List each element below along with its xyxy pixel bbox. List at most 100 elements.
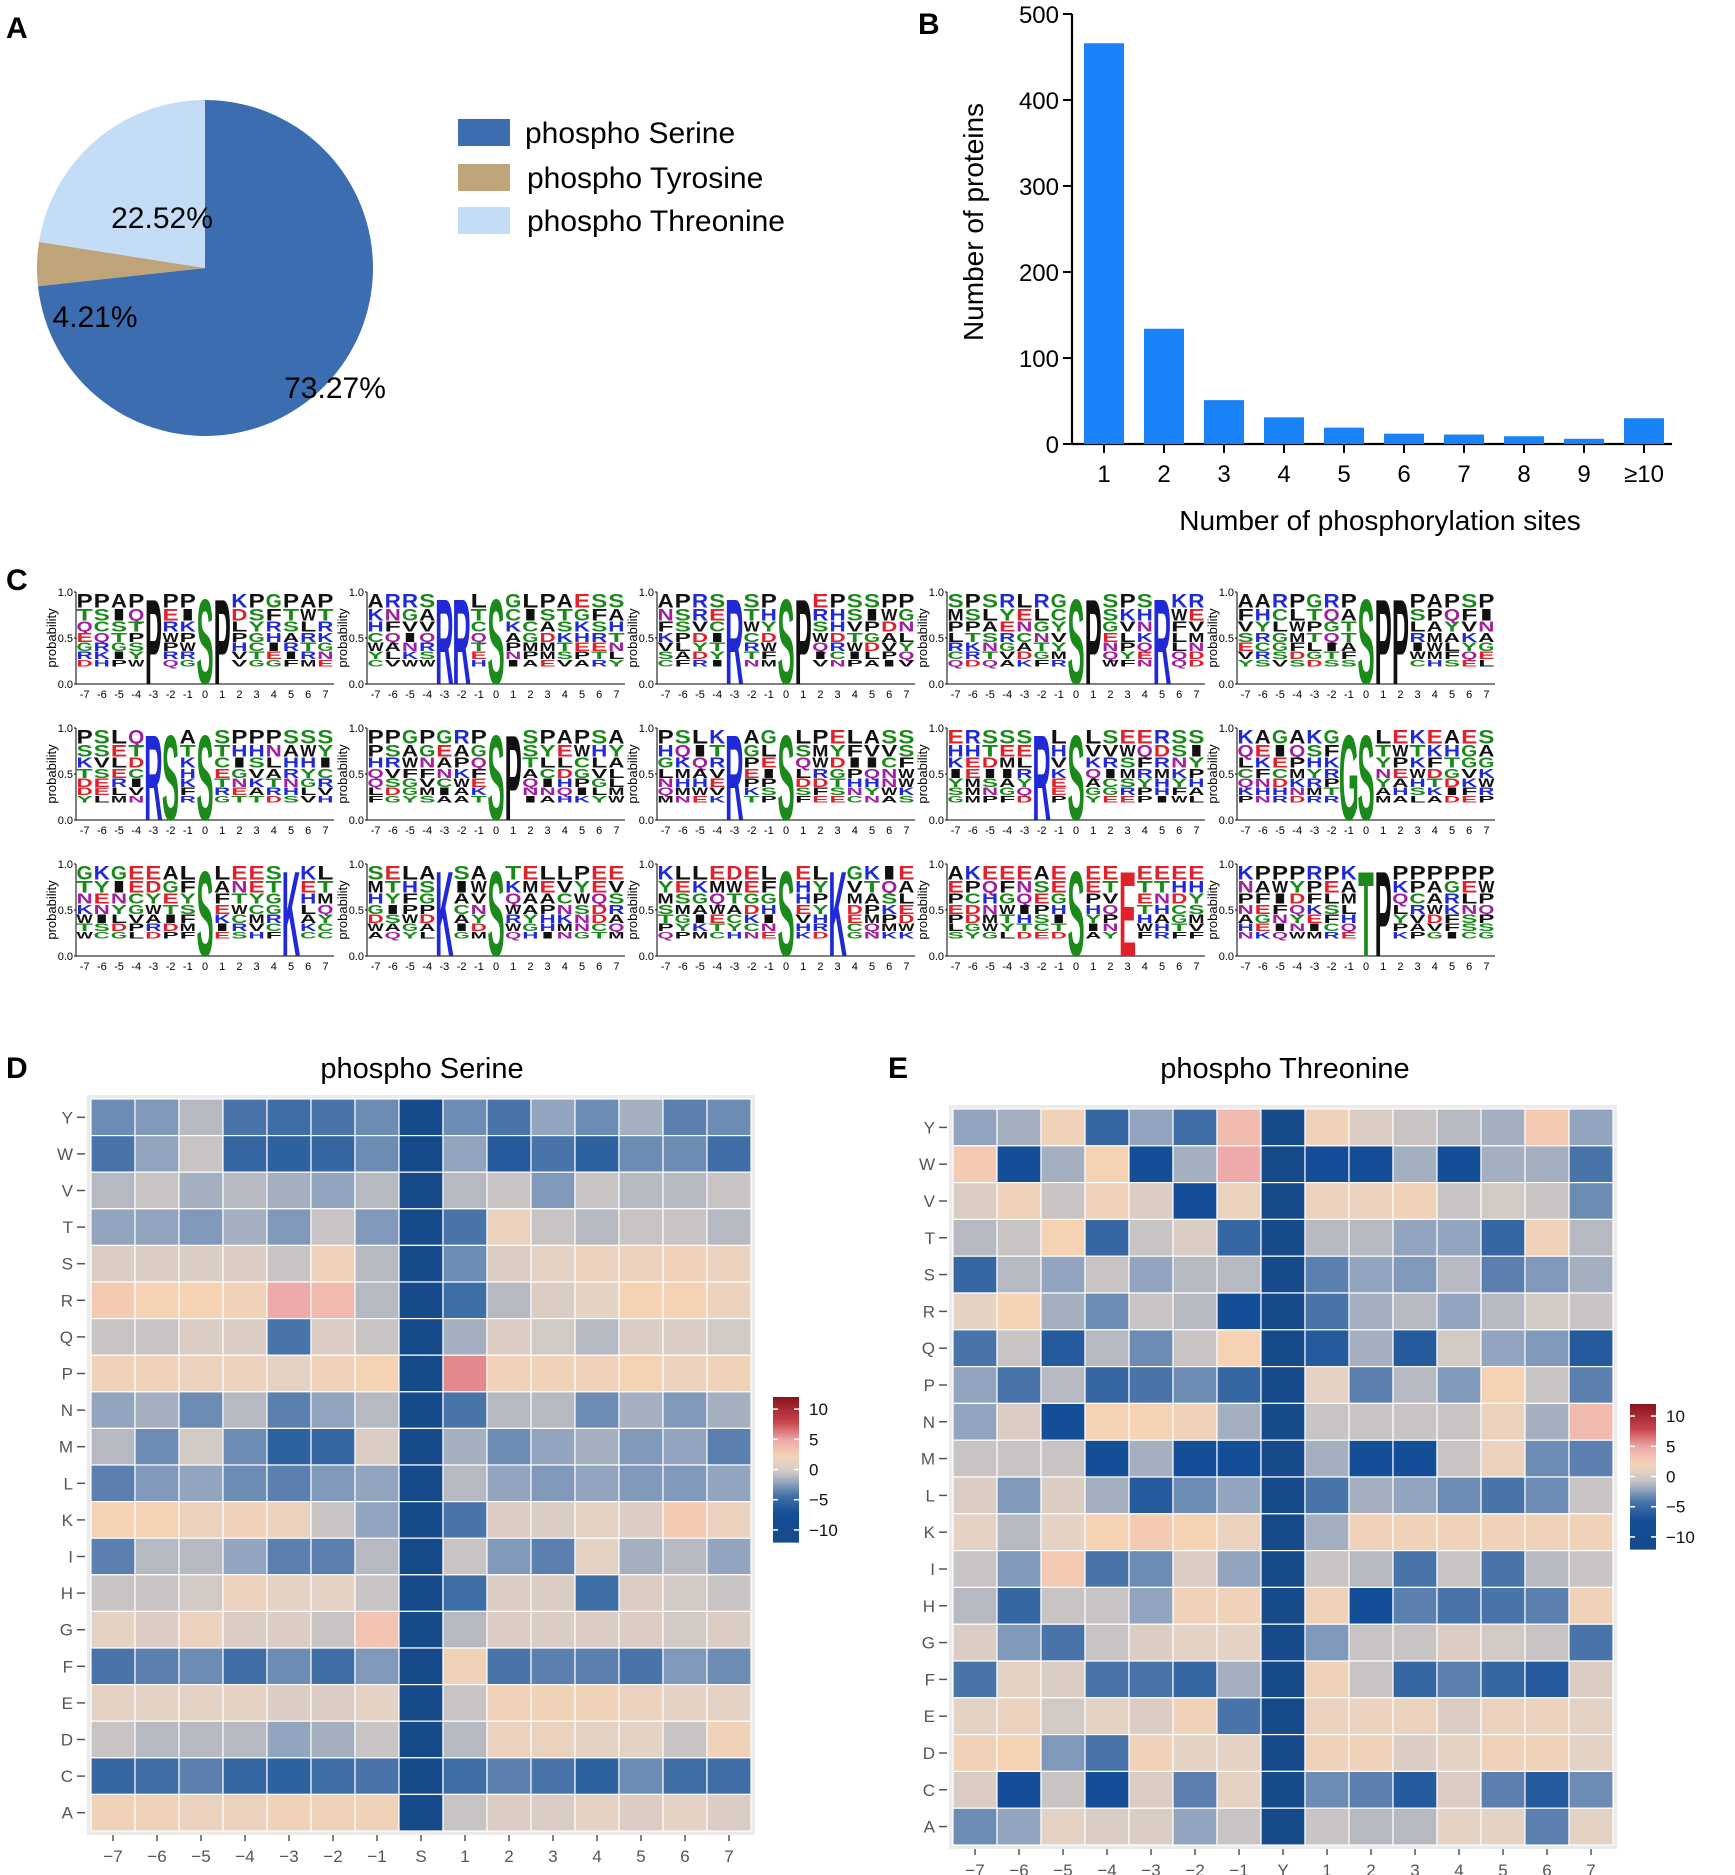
logo-letter: D: [266, 795, 282, 806]
logo-letter: Q: [1444, 606, 1460, 625]
logo-letter: P: [830, 592, 846, 613]
heatmap-cell: [222, 1647, 268, 1686]
heatmap-cell: [442, 1683, 488, 1722]
logo-letter: N: [847, 786, 864, 798]
heatmap-cell: [574, 1317, 620, 1356]
logo-letter: S: [1324, 659, 1340, 670]
logo-letter: Y: [300, 766, 317, 781]
logo-letter: P: [249, 592, 265, 613]
heatmap-cell: [134, 1354, 180, 1393]
heatmap-cell: [1304, 1108, 1350, 1147]
logo-letter: E: [317, 659, 333, 670]
logo-y-tick-label: 0.0: [58, 815, 73, 827]
heatmap-cell: [442, 1281, 488, 1320]
heatmap-cell: [266, 1574, 312, 1613]
sequence-logo-2: probability0.00.51.0-7AKHCWYC-6RNFQALV-5…: [335, 573, 626, 710]
heatmap-cell: [90, 1098, 136, 1137]
logo-letter: A: [658, 592, 674, 613]
logo-letter: A: [540, 620, 556, 636]
logo-letter: S: [196, 709, 213, 846]
logo-letter: T: [608, 630, 624, 645]
heatmap-cell: [706, 1281, 752, 1320]
heatmap-cell: [1480, 1733, 1526, 1772]
heatmap-col-label: 6: [680, 1847, 689, 1866]
logo-letter: S: [1461, 592, 1477, 613]
heatmap-cell: [1172, 1733, 1218, 1772]
logo-letter: G: [402, 776, 418, 790]
logo-letter: C: [574, 756, 590, 772]
heatmap-cell: [530, 1610, 576, 1649]
sequence-logo-5: probability0.00.51.0-7AFVSEVY-6AHYRCRS-5…: [1205, 573, 1495, 710]
heatmap-cell: [1084, 1439, 1130, 1478]
logo-letter: T: [709, 742, 726, 761]
heatmap-cell: [1084, 1549, 1130, 1588]
logo-letter: Q: [1102, 650, 1118, 662]
heatmap-cell: [354, 1647, 400, 1686]
heatmap-cell: [310, 1317, 356, 1356]
logo-letter: W: [812, 756, 829, 772]
logo-letter: K: [557, 630, 574, 645]
heatmap-cell: [1304, 1292, 1350, 1331]
logo-letter: R: [692, 592, 708, 613]
heatmap-cell: [1392, 1733, 1438, 1772]
heatmap-cell: [996, 1733, 1042, 1772]
heatmap-cell: [1128, 1402, 1174, 1441]
logo-y-tick-label: 0.0: [349, 679, 364, 691]
colorbar-tick-label: 5: [1666, 1437, 1675, 1456]
logo-x-tick-label: -4: [1002, 961, 1012, 973]
logo-letter: L: [1120, 630, 1136, 645]
logo-y-tick-label: 1.0: [1219, 587, 1234, 599]
heatmap-col-label: −5: [191, 1847, 210, 1866]
logo-letter: P: [231, 630, 248, 645]
logo-x-tick-label: -3: [440, 689, 450, 701]
logo-x-tick-label: 7: [1193, 961, 1199, 973]
heatmap-cell: [1216, 1586, 1262, 1625]
heatmap-row-label: D: [923, 1744, 935, 1763]
logo-letter: R: [1324, 592, 1340, 613]
logo-letter: T: [266, 776, 284, 790]
logo-x-tick-label: -6: [97, 961, 107, 973]
logo-y-tick-label: 1.0: [639, 859, 654, 871]
logo-letter: R: [266, 786, 283, 798]
logo-letter: S: [982, 630, 999, 645]
heatmap-cell: [1260, 1807, 1306, 1846]
heatmap-cell: [90, 1757, 136, 1796]
logo-letter: Q: [419, 630, 435, 645]
heatmap-cell: [1260, 1733, 1306, 1772]
logo-letter: N: [744, 931, 760, 942]
logo-x-tick-label: -6: [968, 961, 978, 973]
logo-letter: N: [1255, 795, 1271, 806]
heatmap-cell: [1128, 1476, 1174, 1515]
logo-letter: Q: [1171, 659, 1188, 670]
logo-letter: D: [1051, 931, 1067, 942]
logo-letter: C: [214, 756, 230, 772]
heatmap-cell: [706, 1500, 752, 1539]
logo-letter: L: [675, 640, 691, 654]
logo-letter: K: [454, 766, 471, 781]
logo-letter: A: [864, 728, 880, 749]
heatmap-cell: [1568, 1660, 1614, 1699]
logo-letter: F: [812, 786, 829, 798]
heatmap-cell: [952, 1402, 998, 1441]
heatmap-cell: [1524, 1660, 1570, 1699]
heatmap-cell: [486, 1354, 532, 1393]
logo-letter: L: [948, 630, 964, 645]
heatmap-cell: [996, 1329, 1042, 1368]
logo-letter: H: [266, 630, 282, 645]
logo-letter: N: [658, 776, 674, 790]
logo-letter: Q: [1324, 606, 1340, 625]
heatmap-cell: [266, 1537, 312, 1576]
heatmap-cell: [1260, 1255, 1306, 1294]
logo-letter: S: [982, 728, 998, 749]
heatmap-cell: [1348, 1770, 1394, 1809]
logo-letter: W: [1289, 620, 1306, 636]
logo-letter: A: [1392, 795, 1408, 806]
logo-letter: M: [812, 742, 828, 761]
logo-letter: I: [436, 786, 452, 798]
logo-letter: I: [847, 650, 863, 662]
heatmap-cell: [222, 1427, 268, 1466]
logo-letter: A: [1016, 640, 1033, 654]
logo-y-tick-label: 1.0: [1219, 859, 1234, 871]
heatmap-cell: [952, 1549, 998, 1588]
logo-letter: D: [1444, 795, 1460, 806]
